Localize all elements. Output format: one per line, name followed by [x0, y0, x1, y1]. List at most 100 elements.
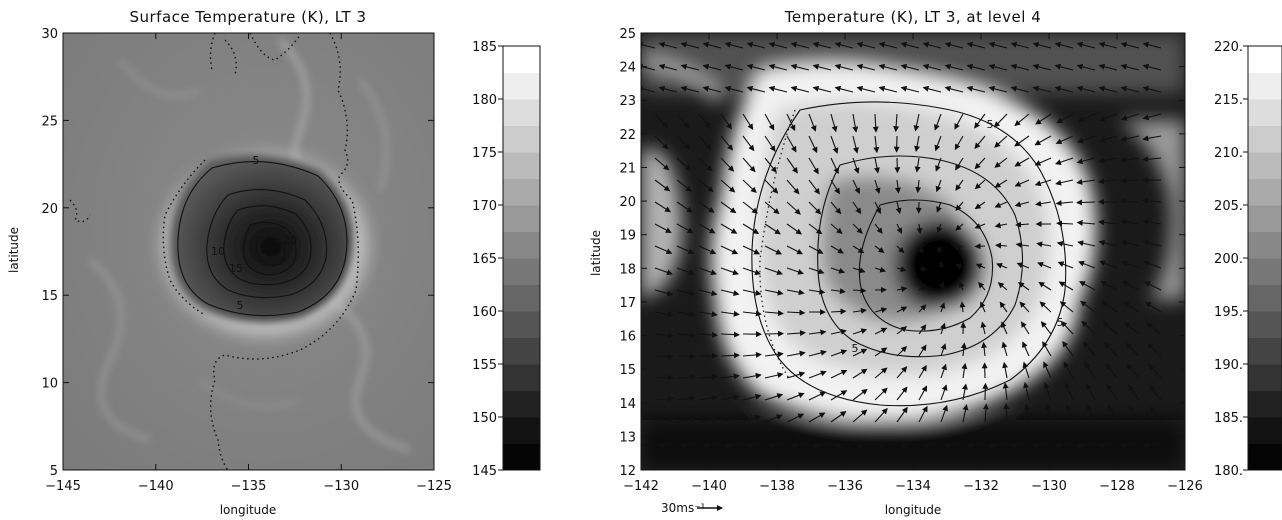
wind-vector	[974, 223, 986, 229]
wind-vector	[988, 85, 1008, 93]
wind-vector	[874, 387, 888, 401]
wind-vector	[1076, 442, 1096, 449]
wind-vector	[786, 179, 800, 195]
y-tick-label: 17	[619, 296, 636, 311]
wind-vector	[940, 404, 948, 423]
wind-vector	[830, 369, 848, 379]
wind-vector	[1142, 442, 1162, 449]
chart-2-title: Temperature (K), LT 3, at level 4	[784, 8, 1042, 26]
wind-vector	[982, 403, 989, 423]
wind-vector	[917, 245, 924, 254]
colorbar-swatch	[503, 417, 540, 444]
wind-vector	[995, 242, 1008, 249]
wind-vector	[654, 395, 674, 402]
wind-vector	[720, 289, 740, 296]
wind-vector	[852, 157, 860, 174]
chart-2-colorbar: 180. 185. 190. 195. 200. 205. 210. 215. 220.	[1214, 40, 1282, 479]
wind-vector	[808, 267, 825, 275]
wind-vector	[1034, 179, 1052, 187]
chart-2-x-ticks: −142 −140 −138 −136 −134 −132 −130 −128 −126	[623, 33, 1203, 494]
wind-vector	[852, 201, 862, 215]
chart-2-plot-area	[641, 33, 1185, 470]
chart-1-plot-area	[63, 33, 434, 470]
wind-vector	[1010, 63, 1030, 71]
wind-vector	[742, 135, 755, 152]
wind-vector	[852, 388, 868, 401]
wind-vector	[1014, 179, 1030, 187]
wind-vector	[1062, 340, 1074, 357]
wind-vector	[1076, 157, 1096, 165]
wind-vector	[698, 416, 718, 423]
wind-vector	[852, 267, 866, 274]
y-tick-label: 21	[619, 161, 636, 176]
wind-vector	[764, 289, 784, 296]
wind-vector	[974, 135, 986, 149]
wind-vector	[676, 395, 696, 402]
chart-1-colorbar: 145 150 155 160 165 170 175 180 185	[472, 40, 541, 479]
colorbar-swatch	[1248, 205, 1282, 232]
colorbar-swatch	[1248, 417, 1282, 444]
wind-vector	[720, 394, 740, 401]
y-tick-label: 15	[41, 289, 58, 304]
colorbar-tick-label: 220.	[1214, 40, 1243, 55]
wind-vector	[830, 223, 843, 234]
wind-vector	[641, 41, 656, 49]
wind-vector	[698, 331, 718, 338]
wind-vector	[720, 179, 736, 193]
wind-vector	[918, 364, 927, 379]
wind-vector	[830, 179, 840, 195]
wind-vector	[654, 113, 668, 129]
wind-vector	[720, 245, 739, 255]
wind-vector	[658, 85, 678, 93]
wind-vector	[808, 412, 826, 423]
colorbar-tick-label: 180	[472, 93, 497, 108]
x-tick-label: −128	[1099, 479, 1135, 494]
wind-vector	[764, 393, 784, 401]
chart-1-contour-labels: 5 10 15 20 5	[211, 154, 297, 312]
wind-vector	[1032, 442, 1052, 449]
wind-vector	[1032, 41, 1052, 49]
colorbar-tick-label: 185	[472, 40, 497, 55]
wind-vector	[955, 157, 964, 171]
contour-label: 5	[237, 299, 244, 312]
wind-vector	[808, 329, 827, 336]
wind-vector	[830, 411, 847, 423]
wind-vector	[896, 346, 908, 357]
chart-2-vector-reference: 30ms⁻¹	[661, 501, 723, 515]
y-tick-label: 20	[619, 195, 636, 210]
wind-vector	[934, 113, 942, 131]
wind-vector	[1148, 364, 1162, 379]
wind-vector	[1120, 177, 1140, 184]
colorbar-swatch	[503, 178, 540, 206]
wind-vector	[698, 289, 718, 297]
wind-vector	[900, 41, 920, 49]
wind-vector	[1142, 156, 1162, 163]
wind-vector	[698, 311, 718, 318]
wind-vector	[720, 267, 739, 276]
wind-vector	[878, 41, 898, 49]
wind-vector	[764, 245, 783, 255]
colorbar-tick-label: 165	[472, 252, 497, 267]
wind-vector	[944, 85, 964, 93]
wind-vector	[1142, 85, 1162, 93]
y-tick-label: 18	[619, 262, 636, 277]
wind-vector	[994, 222, 1008, 229]
wind-vector	[1014, 157, 1030, 167]
contour-label: 5	[253, 154, 260, 167]
wind-vector	[764, 135, 776, 152]
wind-vector	[997, 282, 1008, 291]
wind-vector	[698, 113, 711, 129]
wind-vector	[786, 135, 797, 153]
wind-vector	[1085, 383, 1096, 401]
wind-vector	[834, 85, 854, 93]
wind-vector	[812, 85, 832, 93]
wind-vector	[768, 442, 788, 449]
chart-2-x-label: longitude	[885, 503, 942, 517]
y-tick-label: 24	[619, 61, 636, 76]
wind-vector	[1001, 341, 1008, 357]
wind-vector	[1035, 200, 1052, 207]
wind-vector	[1037, 261, 1052, 269]
wind-vector	[1129, 405, 1140, 423]
wind-vector	[790, 442, 810, 449]
